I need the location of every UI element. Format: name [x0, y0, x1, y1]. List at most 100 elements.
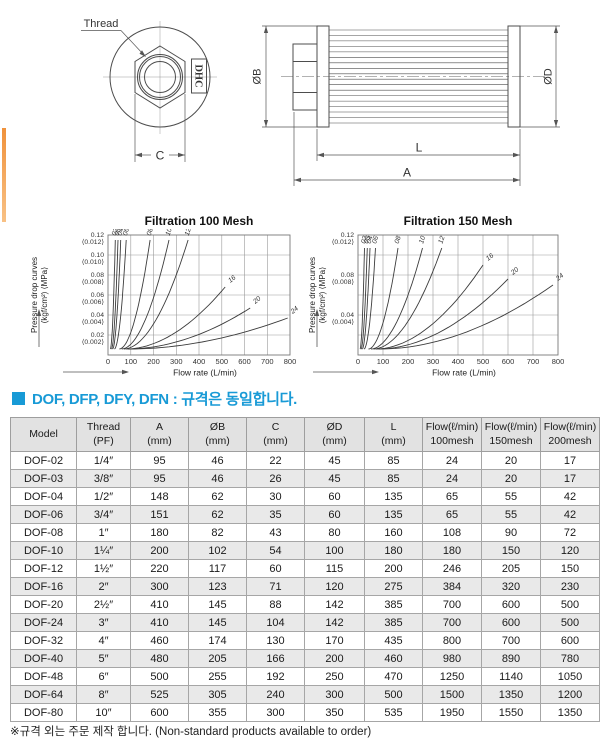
- svg-text:800: 800: [284, 357, 297, 366]
- table-cell: 54: [246, 541, 305, 560]
- table-cell: 3/4″: [76, 505, 131, 524]
- table-row: DOF-03 3/8″ 95 46 26 45 85 24 20 17: [10, 469, 600, 488]
- chart-title: Filtration 100 Mesh: [144, 214, 254, 228]
- table-cell: 460: [130, 631, 189, 650]
- svg-text:500: 500: [477, 357, 490, 366]
- thread-label: Thread: [84, 18, 119, 30]
- table-cell: 300: [130, 577, 189, 596]
- table-row: DOF-16 2″ 300 123 71 120 275 384 320 230: [10, 577, 600, 596]
- table-cell: 980: [422, 649, 482, 668]
- svg-text:08: 08: [146, 229, 155, 237]
- table-cell: 1500: [422, 685, 482, 704]
- pressure-drop-chart: 0 100 200 300 400 500 600 700 800 0.04⟨0.004⟩ 0.08…: [308, 232, 565, 378]
- chart-title: Filtration 150 Mesh: [403, 214, 513, 228]
- section-heading: DOF, DFP, DFY, DFN : 규격은 동일합니다.: [12, 388, 297, 409]
- table-cell: 62: [188, 505, 247, 524]
- table-cell: 2½″: [76, 595, 131, 614]
- svg-text:12: 12: [184, 229, 193, 237]
- heading-bullet-icon: [12, 392, 25, 405]
- table-cell: 525: [130, 685, 189, 704]
- svg-text:0.10: 0.10: [91, 252, 104, 259]
- svg-text:⟨0.006⟩: ⟨0.006⟩: [82, 298, 105, 306]
- svg-text:0.04: 0.04: [341, 312, 354, 319]
- table-cell: 117: [188, 559, 247, 578]
- table-row: DOF-04 1/2″ 148 62 30 60 135 65 55 42: [10, 487, 600, 506]
- svg-text:300: 300: [170, 357, 183, 366]
- table-cell: 535: [364, 703, 423, 722]
- svg-text:03: 03: [363, 235, 372, 245]
- svg-text:20: 20: [251, 295, 262, 306]
- table-cell: 275: [364, 577, 423, 596]
- table-cell: 1½″: [76, 559, 131, 578]
- table-cell: 55: [481, 487, 541, 506]
- column-header: Flow(ℓ/min) 150mesh: [481, 417, 541, 452]
- table-row: DOF-20 2½″ 410 145 88 142 385 700 600 500: [10, 595, 600, 614]
- svg-text:24: 24: [554, 272, 565, 283]
- svg-text:0: 0: [106, 357, 110, 366]
- svg-text:⟨0.002⟩: ⟨0.002⟩: [82, 338, 105, 346]
- model-cell: DOF-16: [10, 577, 77, 596]
- table-cell: 230: [540, 577, 600, 596]
- table-cell: 148: [130, 487, 189, 506]
- model-cell: DOF-08: [10, 523, 77, 542]
- svg-text:⟨0.008⟩: ⟨0.008⟩: [332, 278, 355, 286]
- model-cell: DOF-06: [10, 505, 77, 524]
- table-cell: 460: [364, 649, 423, 668]
- table-cell: 145: [188, 595, 247, 614]
- table-cell: 180: [130, 523, 189, 542]
- table-cell: 180: [364, 541, 423, 560]
- table-cell: 600: [540, 631, 600, 650]
- model-cell: DOF-64: [10, 685, 77, 704]
- table-cell: 85: [364, 469, 423, 488]
- svg-text:0.08: 0.08: [91, 272, 104, 279]
- chart-filtration-150-mesh: Filtration 150 Mesh 0 100 200 300 400 500 600 7…: [308, 214, 608, 384]
- table-cell: 170: [304, 631, 365, 650]
- table-cell: 5″: [76, 649, 131, 668]
- model-cell: DOF-02: [10, 451, 77, 470]
- column-header: ØB (mm): [188, 417, 247, 452]
- table-cell: 82: [188, 523, 247, 542]
- table-cell: 1050: [540, 667, 600, 686]
- model-cell: DOF-12: [10, 559, 77, 578]
- table-cell: 890: [481, 649, 541, 668]
- table-cell: 65: [422, 505, 482, 524]
- svg-text:⟨0.012⟩: ⟨0.012⟩: [332, 238, 355, 246]
- table-cell: 123: [188, 577, 247, 596]
- table-cell: 410: [130, 595, 189, 614]
- technical-drawings: Thread DHC C ØB ØD L A: [81, 18, 560, 186]
- table-cell: 800: [422, 631, 482, 650]
- svg-text:0.02: 0.02: [91, 332, 104, 339]
- svg-text:⟨0.004⟩: ⟨0.004⟩: [82, 318, 105, 326]
- spec-table: Model Thread (PF) A (mm) ØB (mm) C (mm) ØD (m…: [10, 417, 600, 722]
- model-cell: DOF-10: [10, 541, 77, 560]
- table-cell: 35: [246, 505, 305, 524]
- table-row: DOF-64 8″ 525 305 240 300 500 1500 1350 1200: [10, 685, 600, 704]
- table-cell: 1350: [540, 703, 600, 722]
- column-header: C (mm): [246, 417, 305, 452]
- column-header: Flow(ℓ/min) 200mesh: [540, 417, 600, 452]
- table-cell: 200: [130, 541, 189, 560]
- table-cell: 8″: [76, 685, 131, 704]
- table-row: DOF-08 1″ 180 82 43 80 160 108 90 72: [10, 523, 600, 542]
- table-cell: 480: [130, 649, 189, 668]
- svg-text:0.12: 0.12: [91, 232, 104, 239]
- table-cell: 246: [422, 559, 482, 578]
- pressure-drop-chart: 0 100 200 300 400 500 600 700 800 0.02⟨0.002⟩ 0.04…: [30, 227, 300, 377]
- table-cell: 60: [246, 559, 305, 578]
- svg-text:0.04: 0.04: [91, 312, 104, 319]
- table-cell: 200: [364, 559, 423, 578]
- chart-canvas-100mesh: 0 100 200 300 400 500 600 700 800 0.02 ⟨0.002⟩ 0.04…: [30, 227, 326, 384]
- chart-filtration-100-mesh: Filtration 100 Mesh 0 100 200 300 400 500 600 7…: [30, 214, 326, 384]
- svg-text:200: 200: [147, 357, 160, 366]
- table-cell: 120: [540, 541, 600, 560]
- table-cell: 46: [188, 469, 247, 488]
- table-cell: 88: [246, 595, 305, 614]
- table-cell: 435: [364, 631, 423, 650]
- table-cell: 1550: [481, 703, 541, 722]
- table-cell: 355: [188, 703, 247, 722]
- table-cell: 45: [304, 451, 365, 470]
- table-cell: 470: [364, 667, 423, 686]
- table-cell: 160: [364, 523, 423, 542]
- filter-side-view: [292, 25, 521, 128]
- svg-text:(kgf/cm²) ⟨MPa⟩: (kgf/cm²) ⟨MPa⟩: [40, 267, 49, 323]
